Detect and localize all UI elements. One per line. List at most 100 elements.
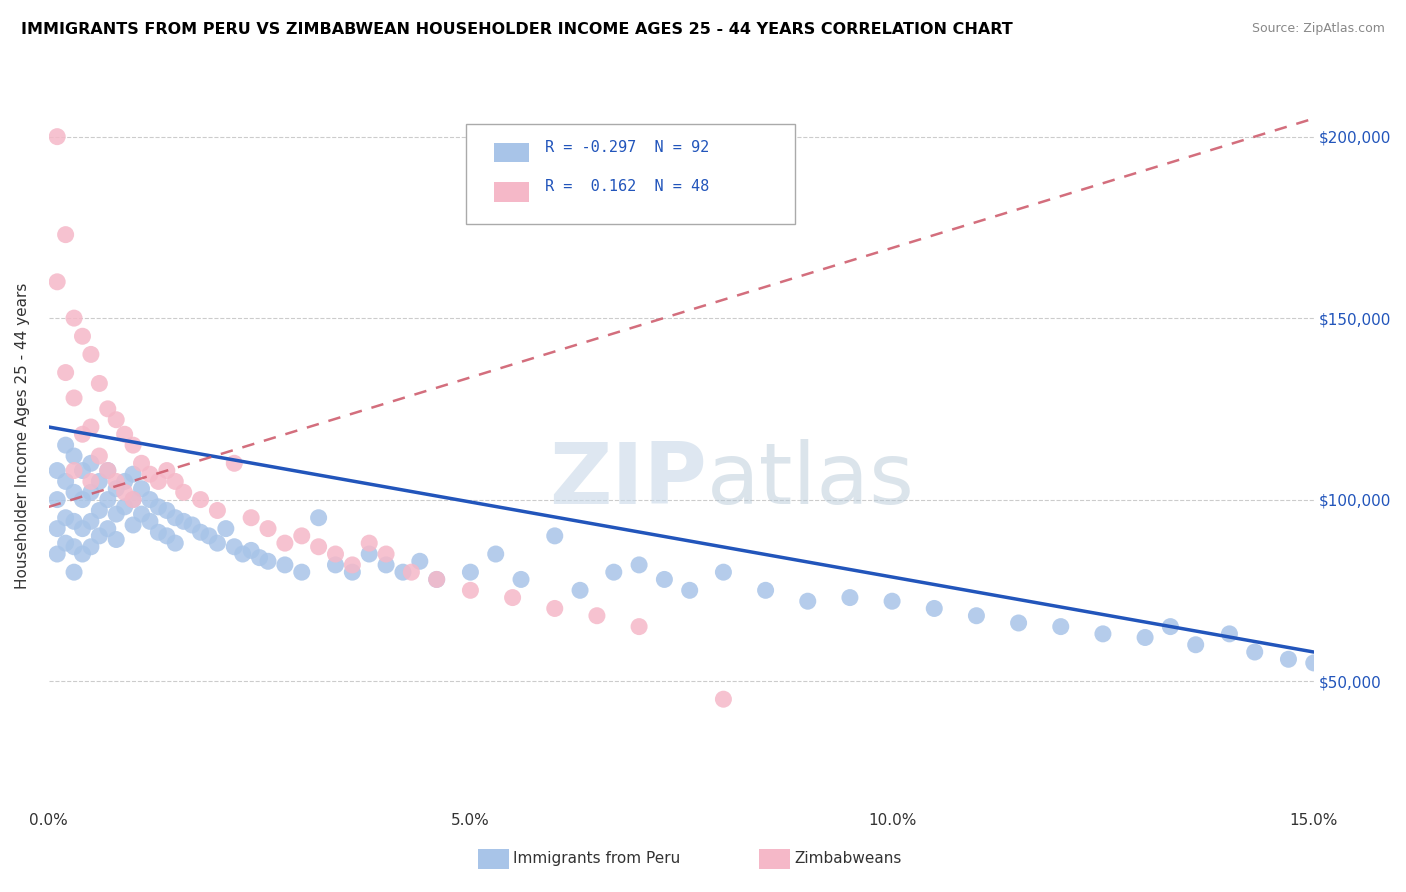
- Point: [797, 594, 820, 608]
- Point: [46, 547, 69, 561]
- Point: [97, 464, 120, 478]
- Point: [1159, 619, 1181, 633]
- Bar: [494, 182, 530, 202]
- Point: [880, 594, 903, 608]
- Point: [713, 565, 735, 579]
- Point: [55, 438, 77, 452]
- Point: [97, 401, 120, 416]
- Point: [249, 550, 271, 565]
- Point: [114, 500, 136, 514]
- Point: [1302, 656, 1324, 670]
- Point: [122, 492, 145, 507]
- Point: [63, 464, 86, 478]
- Text: Source: ZipAtlas.com: Source: ZipAtlas.com: [1251, 22, 1385, 36]
- Point: [89, 475, 111, 489]
- Text: IMMIGRANTS FROM PERU VS ZIMBABWEAN HOUSEHOLDER INCOME AGES 25 - 44 YEARS CORRELA: IMMIGRANTS FROM PERU VS ZIMBABWEAN HOUSE…: [21, 22, 1012, 37]
- Point: [105, 413, 128, 427]
- Point: [72, 547, 94, 561]
- Point: [1049, 619, 1071, 633]
- Bar: [494, 143, 530, 162]
- Point: [80, 475, 103, 489]
- Point: [342, 558, 364, 572]
- Point: [105, 507, 128, 521]
- Point: [426, 573, 449, 587]
- Point: [80, 420, 103, 434]
- Point: [72, 492, 94, 507]
- Point: [308, 510, 330, 524]
- Point: [89, 376, 111, 391]
- Point: [409, 554, 432, 568]
- Point: [97, 522, 120, 536]
- Point: [131, 507, 153, 521]
- Point: [257, 522, 280, 536]
- Point: [1243, 645, 1265, 659]
- Point: [63, 540, 86, 554]
- Text: R =  0.162  N = 48: R = 0.162 N = 48: [544, 179, 709, 194]
- Point: [654, 573, 676, 587]
- Point: [224, 456, 246, 470]
- Point: [105, 482, 128, 496]
- Point: [1218, 627, 1240, 641]
- Point: [544, 529, 567, 543]
- Point: [173, 485, 195, 500]
- Point: [46, 492, 69, 507]
- Point: [97, 464, 120, 478]
- Point: [122, 492, 145, 507]
- Point: [122, 518, 145, 533]
- Point: [838, 591, 860, 605]
- Text: Immigrants from Peru: Immigrants from Peru: [513, 851, 681, 865]
- Point: [165, 536, 187, 550]
- Point: [72, 329, 94, 343]
- Point: [755, 583, 778, 598]
- Point: [291, 565, 314, 579]
- Point: [198, 529, 221, 543]
- Point: [89, 449, 111, 463]
- Point: [1133, 631, 1156, 645]
- Point: [325, 547, 347, 561]
- Point: [63, 391, 86, 405]
- Point: [359, 547, 381, 561]
- Point: [325, 558, 347, 572]
- Point: [224, 540, 246, 554]
- Point: [122, 438, 145, 452]
- Point: [80, 540, 103, 554]
- Point: [922, 601, 945, 615]
- Point: [1091, 627, 1114, 641]
- Point: [46, 464, 69, 478]
- Point: [215, 522, 238, 536]
- Point: [628, 558, 651, 572]
- Point: [105, 533, 128, 547]
- Point: [139, 492, 162, 507]
- Point: [502, 591, 524, 605]
- Point: [55, 510, 77, 524]
- Point: [156, 529, 179, 543]
- Point: [156, 464, 179, 478]
- Point: [359, 536, 381, 550]
- Point: [80, 514, 103, 528]
- Point: [97, 492, 120, 507]
- Point: [114, 475, 136, 489]
- Y-axis label: Householder Income Ages 25 - 44 years: Householder Income Ages 25 - 44 years: [15, 283, 30, 590]
- Point: [114, 485, 136, 500]
- Point: [46, 129, 69, 144]
- Text: atlas: atlas: [707, 439, 914, 522]
- Point: [342, 565, 364, 579]
- Point: [114, 427, 136, 442]
- Point: [46, 522, 69, 536]
- Point: [1277, 652, 1299, 666]
- Point: [55, 227, 77, 242]
- Point: [274, 558, 297, 572]
- Point: [131, 456, 153, 470]
- Point: [63, 514, 86, 528]
- FancyBboxPatch shape: [467, 124, 796, 224]
- Point: [679, 583, 702, 598]
- Point: [80, 456, 103, 470]
- Point: [291, 529, 314, 543]
- Point: [139, 467, 162, 482]
- Point: [181, 518, 204, 533]
- Point: [139, 514, 162, 528]
- Point: [72, 464, 94, 478]
- Point: [713, 692, 735, 706]
- Point: [131, 482, 153, 496]
- Point: [105, 475, 128, 489]
